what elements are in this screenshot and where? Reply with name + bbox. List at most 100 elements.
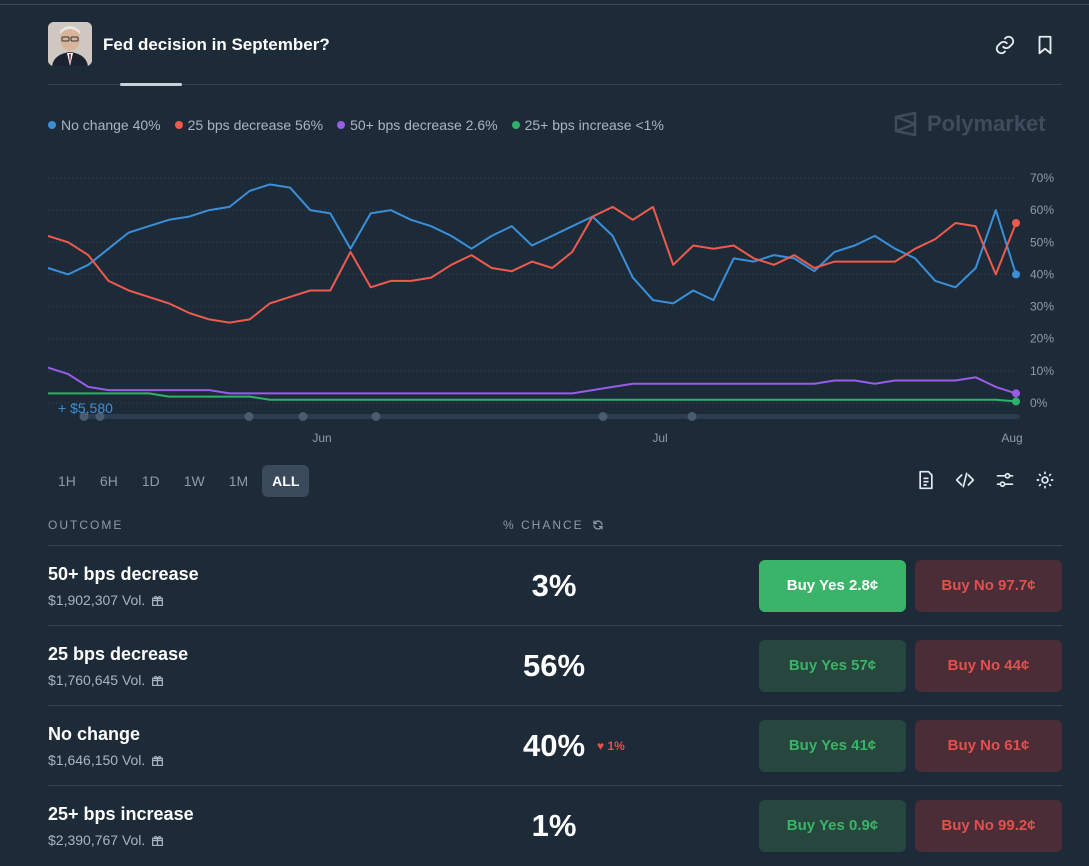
buy-no-button[interactable]: Buy No 61¢ [915, 720, 1062, 772]
range-1m-button[interactable]: 1M [228, 473, 249, 489]
timeline-marker [79, 412, 89, 421]
chart-legend: No change 40% 25 bps decrease 56% 50+ bp… [48, 117, 664, 133]
series-endpoint [1012, 270, 1020, 279]
legend-label: 25+ bps increase <1% [524, 117, 664, 133]
series-line-25-bps-increase [48, 392, 1017, 403]
outcome-volume: $1,646,150 Vol. [48, 752, 164, 768]
x-tick-label: Aug [1001, 431, 1022, 445]
time-range-selector: 1H 6H 1D 1W 1M ALL [48, 465, 310, 497]
range-6h-button[interactable]: 6H [99, 473, 118, 489]
x-tick-label: Jul [652, 431, 667, 445]
y-tick-label: 10% [1030, 364, 1054, 378]
legend-dot [174, 121, 183, 129]
buy-no-button[interactable]: Buy No 99.2¢ [915, 800, 1062, 852]
row-divider [48, 545, 1062, 546]
gift-icon[interactable] [151, 754, 164, 767]
outcome-row-50-decrease: 50+ bps decrease $1,902,307 Vol. 3% Buy … [48, 546, 1062, 626]
outcome-row-25-increase: 25+ bps increase $2,390,767 Vol. 1% Buy … [48, 786, 1062, 866]
chance-header-label: % CHANCE [503, 518, 584, 532]
series-line-25-bps-decrease [47, 205, 1017, 324]
timeline-marker [95, 412, 105, 421]
outcome-name: No change [48, 724, 141, 744]
y-tick-label: 30% [1030, 300, 1054, 314]
outcome-row-no-change: No change $1,646,150 Vol. 40% ♥ 1% Buy Y… [48, 706, 1062, 786]
range-1h-button[interactable]: 1H [58, 473, 76, 489]
y-tick-label: 70% [1030, 171, 1054, 185]
y-tick-label: 20% [1030, 332, 1054, 346]
range-all-button[interactable]: ALL [262, 465, 310, 497]
legend-item-25-increase: 25+ bps increase <1% [511, 117, 664, 133]
timeline-marker [244, 412, 254, 421]
volume-track [80, 414, 1020, 419]
legend-dot [48, 121, 56, 129]
timeline-marker [687, 412, 697, 421]
chance-value: 3% [531, 568, 577, 603]
market-avatar [48, 22, 92, 66]
outcome-volume: $2,390,767 Vol. [48, 832, 164, 848]
buy-no-button[interactable]: Buy No 44¢ [915, 640, 1062, 692]
row-divider [48, 625, 1062, 626]
buy-yes-button[interactable]: Buy Yes 57¢ [759, 640, 906, 692]
link-icon[interactable] [994, 34, 1016, 56]
buy-no-button[interactable]: Buy No 97.7¢ [915, 560, 1062, 612]
volume-value: $1,760,645 Vol. [48, 672, 146, 688]
legend-label: 50+ bps decrease 2.6% [350, 117, 498, 133]
chance-value: 1% [531, 808, 577, 843]
y-tick-label: 40% [1030, 267, 1054, 281]
buy-yes-button[interactable]: Buy Yes 0.9¢ [759, 800, 906, 852]
timeline-marker [298, 412, 308, 421]
range-1d-button[interactable]: 1D [141, 473, 160, 489]
settings-gear-icon[interactable] [1035, 470, 1055, 490]
gift-icon[interactable] [151, 594, 164, 607]
series-line-no-change [47, 183, 1017, 305]
sliders-icon[interactable] [995, 470, 1015, 490]
market-title: Fed decision in September? [103, 35, 330, 54]
gift-icon[interactable] [151, 674, 164, 687]
volume-annotation: + $5,580 [58, 400, 113, 416]
price-chart[interactable]: 70% 60% 50% 40% 30% 20% 10% 0% Jun Jul Aug [0, 160, 1089, 450]
legend-item-50-decrease: 50+ bps decrease 2.6% [337, 117, 498, 133]
row-divider [48, 705, 1062, 706]
chance-delta: ♥ 1% [597, 739, 625, 753]
x-tick-label: Jun [312, 431, 331, 445]
outcome-column-header: OUTCOME [48, 518, 124, 532]
legend-label: 25 bps decrease 56% [187, 117, 324, 133]
document-icon[interactable] [916, 470, 936, 490]
timeline-marker [371, 412, 381, 421]
row-divider [48, 785, 1062, 786]
chance-value: 40% [522, 728, 586, 763]
embed-code-icon[interactable] [955, 470, 975, 490]
series-endpoint [1012, 397, 1020, 406]
outcome-name: 25 bps decrease [48, 644, 189, 664]
series-line-50-bps-decrease [47, 366, 1017, 395]
header-divider [48, 84, 1062, 85]
refresh-icon[interactable] [592, 519, 604, 531]
legend-dot [337, 121, 346, 129]
active-tab-indicator [120, 83, 182, 86]
series-endpoint [1012, 219, 1020, 227]
series-endpoint [1012, 389, 1020, 398]
outcome-name: 50+ bps decrease [48, 564, 199, 584]
buy-yes-button[interactable]: Buy Yes 41¢ [759, 720, 906, 772]
polymarket-icon [894, 111, 917, 137]
y-tick-label: 0% [1030, 396, 1048, 410]
chance-value: 56% [522, 648, 586, 683]
heart-down-icon: ♥ [597, 739, 605, 753]
buy-yes-button[interactable]: Buy Yes 2.8¢ [759, 560, 906, 612]
chance-column-header: % CHANCE [503, 518, 604, 532]
outcome-volume: $1,760,645 Vol. [48, 672, 164, 688]
timeline-marker [598, 412, 608, 421]
market-header: Fed decision in September? [48, 22, 1062, 68]
outcome-name: 25+ bps increase [48, 804, 194, 824]
top-divider [0, 4, 1089, 5]
legend-item-no-change: No change 40% [48, 117, 161, 133]
outcome-row-25-decrease: 25 bps decrease $1,760,645 Vol. 56% Buy … [48, 626, 1062, 706]
range-1w-button[interactable]: 1W [183, 473, 205, 489]
volume-value: $1,902,307 Vol. [48, 592, 146, 608]
legend-dot [511, 121, 520, 129]
legend-label: No change 40% [61, 117, 161, 133]
volume-value: $1,646,150 Vol. [48, 752, 146, 768]
gift-icon[interactable] [151, 834, 164, 847]
bookmark-icon[interactable] [1034, 34, 1056, 56]
polymarket-logo: Polymarket [893, 111, 1046, 137]
